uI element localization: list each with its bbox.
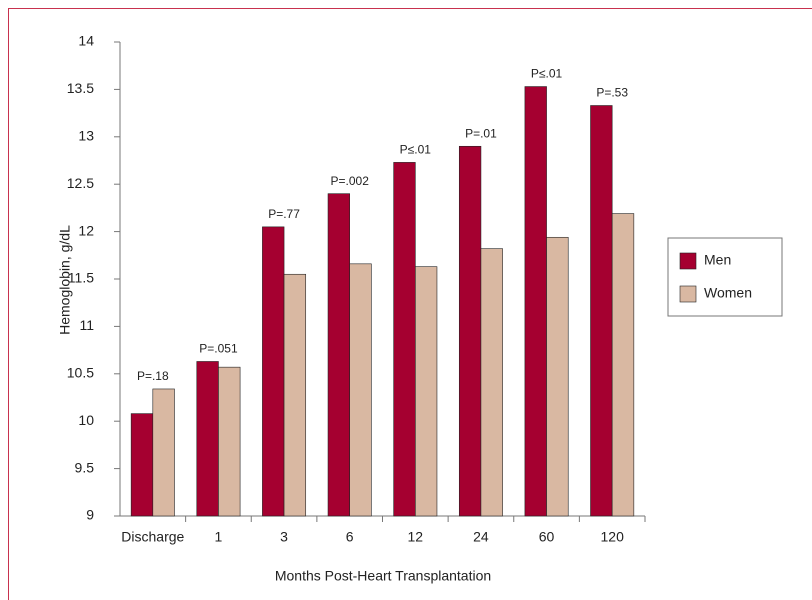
legend-swatch (679, 252, 697, 270)
bar (218, 366, 241, 517)
y-axis-label: Hemoglobin, g/dL (57, 225, 73, 335)
x-tick-label: 24 (473, 529, 489, 545)
y-tick-label: 9.5 (75, 459, 95, 475)
bar (283, 273, 307, 517)
bar (458, 145, 482, 517)
y-tick-label: 11.5 (68, 270, 94, 286)
p-value-label: P=.18 (137, 369, 169, 383)
x-tick-label: 60 (539, 529, 555, 545)
legend-box (667, 237, 783, 317)
bar (327, 193, 350, 517)
legend-label: Men (704, 252, 731, 268)
bar (524, 86, 547, 517)
y-tick-label: 11 (79, 317, 94, 333)
bar (480, 248, 503, 517)
p-value-label: P=.53 (596, 86, 628, 100)
y-tick-label: 10 (78, 412, 94, 428)
y-tick-label: 10.5 (67, 365, 94, 381)
x-tick-label: 3 (280, 529, 288, 545)
x-tick-label: 120 (601, 529, 625, 545)
bar (590, 105, 613, 517)
bar (262, 226, 285, 517)
y-tick-label: 13 (78, 128, 94, 144)
bar (196, 361, 219, 517)
x-tick-label: 1 (215, 529, 223, 545)
y-tick-label: 13.5 (67, 80, 94, 96)
bar (546, 236, 569, 517)
p-value-label: P=.77 (268, 207, 300, 221)
x-tick-label: 12 (408, 529, 424, 545)
y-tick-label: 14 (78, 33, 94, 49)
p-value-label: P=.002 (331, 174, 370, 188)
y-tick-label: 12 (78, 222, 94, 238)
bar (611, 213, 635, 517)
frame (8, 8, 812, 600)
legend-label: Women (704, 285, 752, 301)
bar (349, 263, 372, 517)
y-tick-label: 12.5 (67, 175, 94, 191)
bar (130, 413, 154, 517)
x-tick-label: Discharge (121, 529, 184, 545)
x-axis-label: Months Post-Heart Transplantation (275, 568, 491, 584)
p-value-label: P≤.01 (400, 143, 432, 157)
y-tick-label: 9 (86, 507, 94, 523)
p-value-label: P=.051 (199, 342, 238, 356)
p-value-label: P=.01 (465, 126, 497, 140)
p-value-label: P≤.01 (531, 67, 563, 81)
bar (152, 388, 175, 517)
legend-swatch (679, 285, 697, 303)
x-tick-label: 6 (346, 529, 354, 545)
bar (393, 162, 416, 517)
bar (415, 266, 438, 517)
